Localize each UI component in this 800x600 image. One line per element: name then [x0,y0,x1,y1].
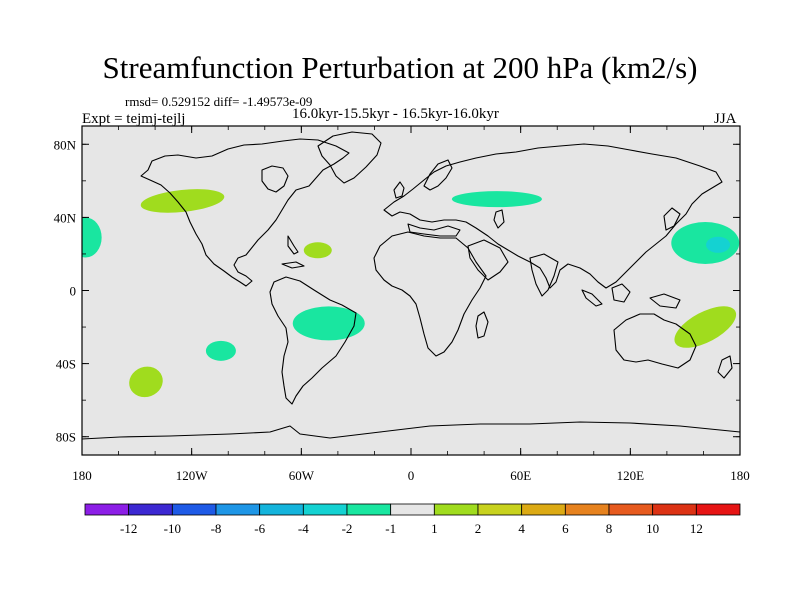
anomaly-region-10 [674,306,737,348]
colorbar-swatch [521,503,566,516]
colorbar-label: 2 [475,521,482,536]
colorbar-swatch [564,503,610,516]
anomaly-region-1 [140,189,225,213]
colorbar-swatch [128,503,173,516]
colorbar-label: 1 [431,521,438,536]
colorbar-label: 12 [690,521,703,536]
colorbar-swatch [608,503,654,516]
colorbar-label: 6 [562,521,569,536]
colorbar-swatch [695,503,741,516]
coastline-mediterranean [407,223,461,237]
coastline-arabia [467,239,509,281]
colorbar-label: 10 [646,521,659,536]
anomaly-region-2 [82,217,102,258]
coastline-sumatra [581,289,603,307]
colorbar-swatch [433,503,479,516]
colorbar-swatch [652,503,697,516]
coastline-greenland [317,131,382,184]
anomaly-region-9 [129,366,163,398]
colorbar-label: -12 [120,521,137,536]
anomaly-region-7 [292,306,365,341]
coastline-hudson-bay [261,165,289,193]
colorbar-swatch [215,503,261,516]
colorbar-swatch [84,503,130,516]
colorbar-label: 4 [518,521,525,536]
experiment-label: Expt = tejmj-tejlj [82,111,186,127]
colorbar-swatch [302,503,348,516]
y-tick-label: 40N [54,210,77,225]
y-tick-label: 0 [70,284,77,299]
anomaly-region-8 [205,340,236,361]
anomaly-region-6 [706,236,731,253]
colorbar-label: -4 [298,521,309,536]
x-tick-label: 180 [730,468,750,483]
coastline-eurasia [383,143,723,289]
x-tick-label: 120E [617,468,645,483]
chart-title: Streamfunction Perturbation at 200 hPa (… [102,50,698,85]
x-tick-label: 60W [289,468,315,483]
coastline-madagascar [475,311,489,339]
x-tick-label: 180 [72,468,92,483]
coastline-japan [663,207,681,231]
colorbar-label: -10 [164,521,181,536]
x-tick-label: 60E [510,468,531,483]
coastline-south-america [269,276,357,405]
coastline-africa [373,231,487,357]
stats-subtitle: rmsd= 0.529152 diff= -1.49573e-09 [125,94,313,109]
colorbar-label: -2 [342,521,353,536]
coastline-india [529,253,559,297]
colorbar-swatch [346,503,392,516]
colorbar-swatch [259,503,304,516]
colorbar-label: -8 [211,521,222,536]
colorbar-swatch [477,503,523,516]
colorbar-swatch [171,503,217,516]
coastline-antarctica [82,421,740,440]
coastline-british-isles [393,181,405,199]
season-label: JJA [714,111,737,127]
coastline-borneo [611,283,631,303]
colorbar-label: -1 [385,521,396,536]
anomaly-region-4 [451,191,542,208]
y-tick-label: 80S [56,430,76,445]
map-background [82,126,740,455]
coastline-caspian [493,209,505,229]
coastline-cuba [281,261,305,269]
colorbar-label: -6 [254,521,265,536]
anomaly-region-5 [671,221,740,264]
x-tick-label: 120W [176,468,209,483]
coastline-new-guinea [649,293,681,309]
colorbar-label: 8 [606,521,613,536]
coastline-new-zealand [717,355,733,379]
anomaly-region-3 [303,242,332,259]
coastline-florida [287,235,299,255]
x-tick-label: 0 [408,468,415,483]
y-tick-label: 40S [56,357,76,372]
coastline-north-america [140,138,350,287]
colorbar-swatch [390,503,435,516]
y-tick-label: 80N [54,137,77,152]
period-subtitle: 16.0kyr-15.5kyr - 16.5kyr-16.0kyr [292,106,499,122]
coastline-australia [613,313,697,369]
coastline-scandinavia [423,159,453,191]
